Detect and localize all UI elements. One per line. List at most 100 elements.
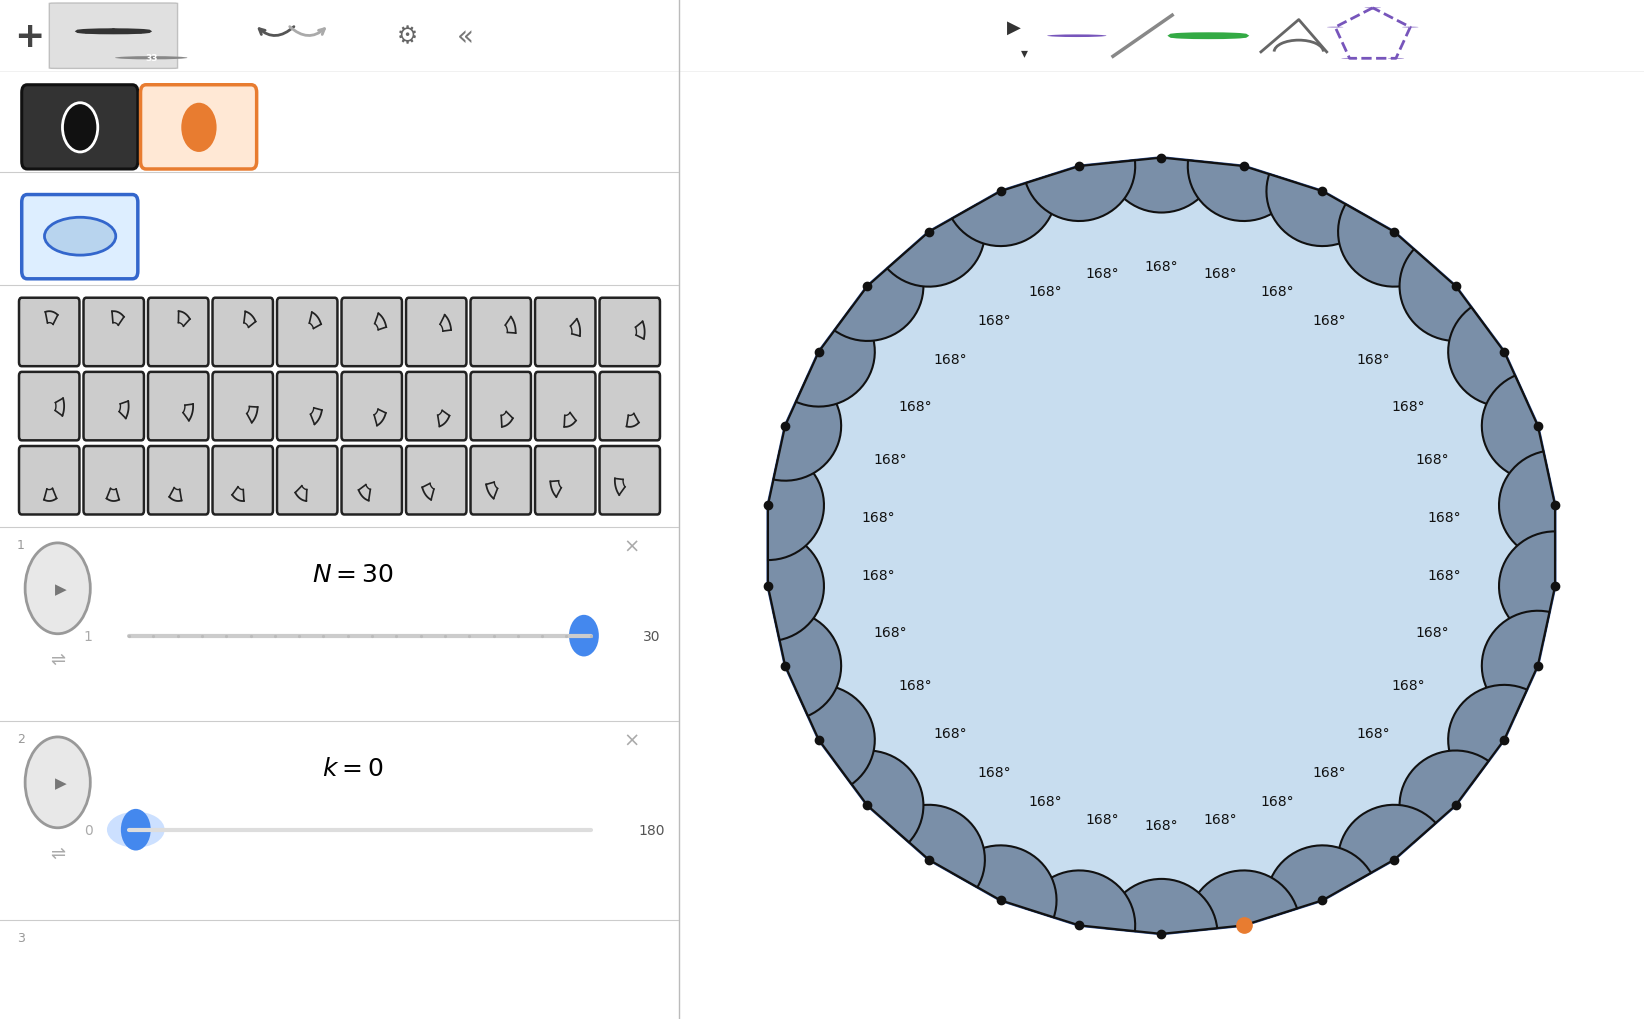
Text: 168°: 168° [934, 353, 967, 367]
Wedge shape [1106, 159, 1217, 213]
FancyBboxPatch shape [600, 446, 659, 515]
Text: ⇌: ⇌ [51, 845, 66, 862]
Ellipse shape [107, 812, 164, 848]
Circle shape [122, 809, 151, 851]
FancyBboxPatch shape [342, 299, 401, 367]
Text: 168°: 168° [1391, 679, 1425, 693]
Text: ×: × [623, 731, 640, 750]
Text: 168°: 168° [1085, 266, 1120, 280]
FancyBboxPatch shape [470, 299, 531, 367]
Wedge shape [1338, 805, 1435, 888]
Text: 3: 3 [16, 931, 25, 944]
Text: 168°: 168° [1356, 353, 1389, 367]
FancyBboxPatch shape [406, 446, 467, 515]
Wedge shape [1187, 870, 1297, 931]
Text: 168°: 168° [1203, 266, 1238, 280]
Text: ▶: ▶ [1008, 19, 1021, 37]
Text: ▶: ▶ [56, 775, 67, 790]
FancyBboxPatch shape [470, 446, 531, 515]
Text: 168°: 168° [898, 399, 932, 414]
Wedge shape [1266, 175, 1371, 247]
Text: 168°: 168° [861, 569, 896, 582]
Text: 168°: 168° [1391, 399, 1425, 414]
Text: 168°: 168° [1415, 626, 1448, 639]
Wedge shape [888, 205, 985, 287]
Wedge shape [1026, 870, 1136, 931]
Text: 168°: 168° [934, 726, 967, 740]
FancyBboxPatch shape [148, 373, 209, 441]
FancyBboxPatch shape [534, 299, 595, 367]
FancyBboxPatch shape [278, 446, 337, 515]
FancyBboxPatch shape [212, 446, 273, 515]
Text: 168°: 168° [875, 626, 907, 639]
Text: 168°: 168° [1029, 284, 1062, 299]
Text: 1: 1 [84, 629, 92, 643]
Wedge shape [1399, 250, 1488, 341]
FancyBboxPatch shape [470, 373, 531, 441]
FancyBboxPatch shape [84, 446, 145, 515]
Text: 0: 0 [84, 823, 92, 837]
Text: 168°: 168° [861, 511, 896, 524]
Wedge shape [1338, 205, 1435, 287]
FancyBboxPatch shape [406, 299, 467, 367]
Circle shape [25, 543, 90, 634]
FancyBboxPatch shape [84, 373, 145, 441]
Text: 168°: 168° [1085, 812, 1120, 826]
FancyBboxPatch shape [20, 446, 79, 515]
FancyBboxPatch shape [212, 299, 273, 367]
Text: 168°: 168° [1203, 812, 1238, 826]
Text: 2: 2 [16, 733, 25, 746]
Wedge shape [768, 532, 824, 640]
FancyBboxPatch shape [342, 446, 401, 515]
Wedge shape [1499, 532, 1555, 640]
Text: 168°: 168° [1029, 794, 1062, 808]
Circle shape [25, 737, 90, 828]
Text: 168°: 168° [1427, 511, 1462, 524]
Wedge shape [774, 611, 842, 716]
Wedge shape [1399, 751, 1488, 843]
Wedge shape [835, 250, 924, 341]
Text: $k = 0$: $k = 0$ [322, 756, 383, 781]
Wedge shape [774, 376, 842, 481]
Wedge shape [796, 685, 875, 785]
Text: 168°: 168° [1427, 569, 1462, 582]
FancyBboxPatch shape [534, 446, 595, 515]
Wedge shape [835, 751, 924, 843]
Wedge shape [888, 805, 985, 888]
FancyBboxPatch shape [600, 299, 659, 367]
Wedge shape [1187, 161, 1297, 222]
Text: 168°: 168° [977, 314, 1011, 327]
Text: 33: 33 [145, 54, 158, 63]
Text: 1: 1 [16, 539, 25, 551]
FancyBboxPatch shape [21, 196, 138, 279]
Wedge shape [1448, 685, 1527, 785]
FancyBboxPatch shape [278, 299, 337, 367]
Text: +: + [15, 19, 44, 54]
FancyBboxPatch shape [20, 373, 79, 441]
FancyBboxPatch shape [212, 373, 273, 441]
Text: 180: 180 [638, 823, 666, 837]
Text: ▶: ▶ [56, 581, 67, 596]
Text: 168°: 168° [1415, 453, 1448, 467]
FancyBboxPatch shape [84, 299, 145, 367]
FancyBboxPatch shape [148, 446, 209, 515]
Polygon shape [768, 159, 1555, 933]
Text: ×: × [623, 537, 640, 555]
Wedge shape [952, 175, 1057, 247]
Wedge shape [796, 308, 875, 408]
Text: 168°: 168° [1312, 765, 1346, 779]
Text: $N = 30$: $N = 30$ [312, 562, 395, 587]
Text: 168°: 168° [875, 453, 907, 467]
FancyBboxPatch shape [600, 373, 659, 441]
FancyBboxPatch shape [278, 373, 337, 441]
Text: «: « [457, 22, 473, 51]
Ellipse shape [44, 218, 115, 256]
Text: ▾: ▾ [1021, 46, 1028, 60]
Text: 168°: 168° [1261, 794, 1294, 808]
Text: 30: 30 [643, 629, 661, 643]
Text: 168°: 168° [1144, 260, 1179, 274]
Text: 168°: 168° [1312, 314, 1346, 327]
FancyBboxPatch shape [21, 86, 138, 170]
FancyBboxPatch shape [20, 299, 79, 367]
FancyBboxPatch shape [406, 373, 467, 441]
